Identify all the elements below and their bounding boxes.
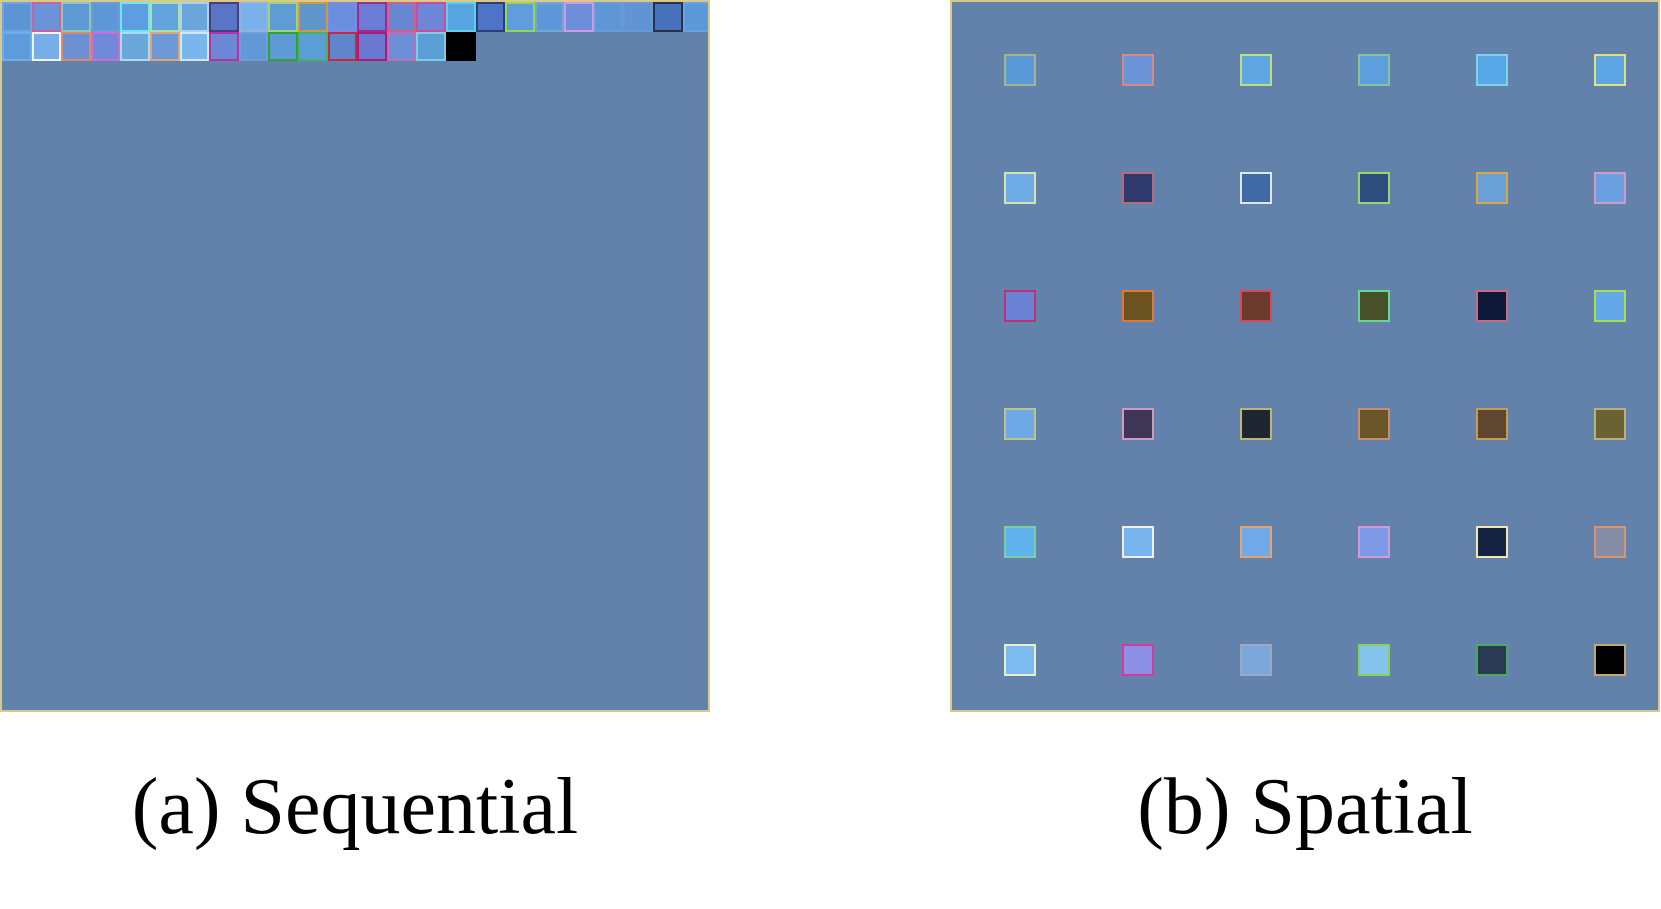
grid-cell (1122, 172, 1154, 204)
grid-cell (1122, 526, 1154, 558)
sequence-cell (268, 31, 298, 62)
sequence-cell (90, 2, 121, 32)
sequence-cell (2, 2, 32, 32)
grid-cell (1476, 644, 1508, 676)
spatial-panel (950, 0, 1660, 712)
sequence-cell (386, 31, 417, 62)
grid-cell (1358, 644, 1390, 676)
grid-cell (1240, 644, 1272, 676)
sequence-cell (297, 31, 328, 62)
grid-cell (1122, 54, 1154, 86)
grid-cell (1594, 526, 1626, 558)
grid-cell (1122, 290, 1154, 322)
sequence-cell (238, 31, 269, 62)
sequence-cell (357, 31, 387, 62)
sequence-cell (268, 2, 298, 32)
grid-cell (1004, 54, 1036, 86)
grid-cell (1594, 172, 1626, 204)
sequence-cell (416, 31, 446, 62)
grid-cell (1240, 526, 1272, 558)
sequence-cell (416, 2, 446, 32)
sequence-cell (179, 31, 210, 62)
grid-cell (1240, 290, 1272, 322)
sequence-cell (445, 2, 476, 32)
sequence-cell (682, 2, 708, 32)
grid-cell (1358, 54, 1390, 86)
grid-cell (1476, 526, 1508, 558)
grid-cell (1240, 172, 1272, 204)
grid-cell (1004, 644, 1036, 676)
caption-sequential: (a) Sequential (131, 763, 579, 851)
grid-cell (1594, 644, 1626, 676)
sequence-cell (593, 2, 624, 32)
grid-cell (1594, 290, 1626, 322)
sequence-cell (623, 2, 654, 32)
grid-cell (1476, 290, 1508, 322)
grid-cell (1594, 408, 1626, 440)
sequence-cell (149, 2, 180, 32)
sequence-cell (357, 2, 387, 32)
sequence-cell (61, 2, 91, 32)
sequence-cell (149, 31, 180, 62)
grid-cell (1240, 408, 1272, 440)
sequence-cell (327, 2, 358, 32)
sequence-cell (475, 2, 506, 32)
sequential-strip (2, 2, 708, 62)
sequence-cell (2, 31, 32, 62)
spatial-grid (952, 2, 1658, 710)
sequence-cell (31, 31, 62, 62)
sequence-cell (505, 2, 535, 32)
grid-cell (1476, 172, 1508, 204)
grid-cell (1358, 526, 1390, 558)
sequential-panel (0, 0, 710, 712)
grid-cell (1476, 54, 1508, 86)
grid-cell (1122, 408, 1154, 440)
grid-cell (1004, 290, 1036, 322)
sequence-cell (209, 2, 239, 32)
grid-cell (1004, 172, 1036, 204)
sequence-cell (90, 31, 121, 62)
grid-cell (1358, 290, 1390, 322)
grid-cell (1122, 644, 1154, 676)
sequence-cell (327, 31, 358, 62)
sequence-cell (120, 2, 150, 32)
sequence-cell (445, 31, 476, 62)
sequence-cell (238, 2, 269, 32)
grid-cell (1004, 408, 1036, 440)
grid-cell (1240, 54, 1272, 86)
caption-spatial: (b) Spatial (1137, 763, 1473, 851)
sequence-cell (534, 2, 565, 32)
grid-cell (1004, 526, 1036, 558)
grid-cell (1594, 54, 1626, 86)
sequence-cell (179, 2, 210, 32)
sequence-cell (297, 2, 328, 32)
sequence-cell (120, 31, 150, 62)
sequence-cell (653, 2, 683, 32)
sequence-cell (209, 31, 239, 62)
sequence-cell (31, 2, 62, 32)
grid-cell (1358, 172, 1390, 204)
sequence-cell (61, 31, 91, 62)
sequence-cell (564, 2, 594, 32)
grid-cell (1358, 408, 1390, 440)
grid-cell (1476, 408, 1508, 440)
sequence-cell (386, 2, 417, 32)
